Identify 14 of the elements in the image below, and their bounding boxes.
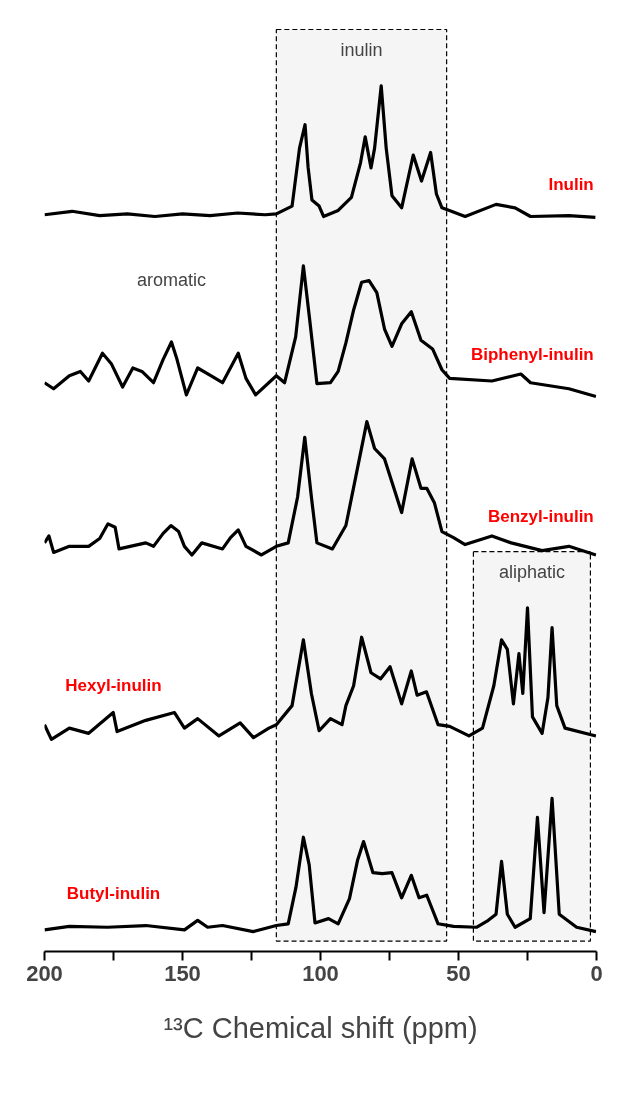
series-label: Butyl-inulin	[66, 884, 161, 904]
series-label: Inulin	[548, 174, 594, 194]
x-axis-title: ¹³C Chemical shift (ppm)	[163, 1011, 478, 1044]
annotation: aromatic	[136, 270, 206, 291]
series-label: Benzyl-inulin	[487, 506, 594, 526]
x-tick-label: 150	[164, 960, 201, 986]
x-tick-label: 100	[302, 960, 339, 986]
band-label: inulin	[340, 39, 383, 60]
x-tick-label: 200	[26, 960, 63, 986]
series-label: Hexyl-inulin	[65, 676, 162, 696]
series-label: Biphenyl-inulin	[470, 344, 594, 364]
band-label: aliphatic	[498, 561, 565, 582]
x-tick-label: 50	[446, 960, 471, 986]
x-tick-label: 0	[590, 960, 603, 986]
